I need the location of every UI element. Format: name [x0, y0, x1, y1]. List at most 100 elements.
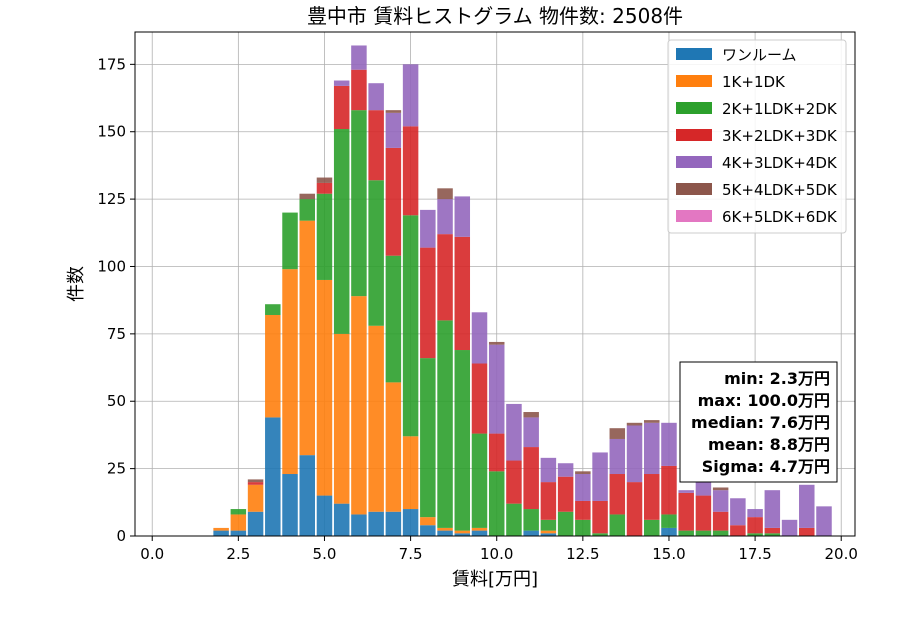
bar-segment	[213, 527, 229, 531]
x-tick-label: 10.0	[480, 545, 513, 563]
bar-segment	[282, 269, 298, 475]
bar-segment	[712, 530, 729, 536]
legend: ワンルーム 1K+1DK 2K+1LDK+2DK 3K+2LDK+3DK 4K+3LDK…	[667, 39, 847, 234]
bar-segment	[643, 420, 660, 423]
bar-segment	[247, 511, 264, 536]
y-tick-label: 100	[97, 257, 126, 275]
bar-segment	[385, 112, 402, 148]
y-tick-label: 0	[116, 527, 126, 545]
bar-segment	[402, 215, 419, 437]
bar-segment	[488, 433, 505, 472]
bar-segment	[437, 188, 453, 200]
legend-swatch	[676, 129, 712, 141]
bar-segment	[626, 425, 643, 483]
legend-swatch	[676, 183, 712, 195]
bar-segment	[540, 533, 557, 536]
legend-swatch	[676, 75, 712, 87]
bar-segment	[712, 487, 729, 491]
y-tick-label: 25	[107, 460, 126, 478]
bar-segment	[540, 530, 557, 534]
bar-segment	[575, 471, 591, 475]
bar-segment	[368, 110, 384, 181]
bar-segment	[661, 422, 677, 466]
bar-segment	[368, 180, 384, 326]
bar-segment	[678, 492, 694, 531]
bar-segment	[333, 333, 350, 504]
bar-segment	[712, 490, 729, 512]
bar-segment	[523, 412, 539, 418]
bar-segment	[282, 212, 298, 270]
bar-segment	[626, 422, 643, 426]
bar-segment	[230, 530, 247, 536]
plot-frame	[134, 31, 856, 537]
stats-box-frame	[679, 361, 838, 483]
bar-segment	[609, 474, 626, 515]
bar-segment	[471, 312, 488, 364]
bar-segment	[695, 482, 712, 496]
bar-segment	[247, 482, 264, 485]
bar-segment	[420, 525, 436, 536]
legend-label: 5K+4LDK+5DK	[722, 181, 838, 199]
bar-segment	[799, 484, 815, 528]
bar-segment	[333, 85, 350, 130]
bar-segment	[265, 314, 281, 418]
bar-segment	[247, 484, 264, 512]
bar-segment	[592, 452, 608, 501]
bar-segment	[643, 474, 660, 520]
bar-segment	[351, 514, 367, 536]
bar-segment	[351, 69, 367, 111]
bar-segment	[402, 436, 419, 510]
bar-segment	[385, 110, 402, 113]
legend-label: 6K+5LDK+6DK	[722, 208, 838, 226]
bar-segment	[420, 247, 436, 359]
bar-segment	[385, 147, 402, 256]
bar-segment	[643, 519, 660, 536]
x-tick-label: 17.5	[738, 545, 771, 563]
bar-segment	[385, 382, 402, 512]
x-tick-label: 7.5	[399, 545, 423, 563]
x-tick-label: 2.5	[226, 545, 250, 563]
bar-segment	[747, 509, 763, 518]
bar-segment	[437, 199, 453, 235]
bar-segment	[506, 503, 522, 536]
bar-segment	[437, 527, 453, 531]
x-tick-label: 5.0	[313, 545, 337, 563]
bar-segment	[730, 498, 746, 526]
legend-swatch	[676, 102, 712, 114]
x-tick-label: 20.0	[825, 545, 858, 563]
bar-segment	[368, 325, 384, 512]
grid	[135, 32, 855, 537]
bar-segment	[506, 460, 522, 504]
bar-segment	[402, 64, 419, 127]
bar-segment	[678, 530, 694, 536]
bar-segment	[540, 519, 557, 531]
bar-segment	[454, 530, 471, 534]
bar-segment	[230, 509, 247, 515]
bar-segment	[523, 530, 539, 536]
bar-segment	[471, 433, 488, 528]
bar-segment	[316, 182, 333, 194]
bar-segment	[385, 511, 402, 536]
bar-segment	[488, 471, 505, 536]
bar-segment	[299, 199, 315, 221]
stats-line: min: 2.3万円	[724, 369, 830, 388]
bar-segment	[540, 482, 557, 520]
bar-segment	[402, 509, 419, 536]
x-axis-label: 賃料[万円]	[452, 569, 538, 590]
bar-segment	[316, 193, 333, 280]
legend-swatch	[676, 156, 712, 168]
bar-segment	[316, 177, 333, 183]
stats-line: Sigma: 4.7万円	[702, 457, 830, 476]
legend-label: 3K+2LDK+3DK	[722, 127, 838, 145]
stats-line: mean: 8.8万円	[708, 435, 830, 454]
bar-segment	[764, 527, 781, 534]
bar-segment	[609, 428, 626, 439]
bar-segment	[454, 350, 471, 531]
bar-segment	[265, 304, 281, 315]
bar-segment	[368, 511, 384, 536]
bar-segment	[747, 533, 763, 536]
bar-segment	[437, 234, 453, 321]
bar-segment	[506, 403, 522, 461]
bar-segment	[712, 511, 729, 531]
bar-segment	[575, 500, 591, 520]
